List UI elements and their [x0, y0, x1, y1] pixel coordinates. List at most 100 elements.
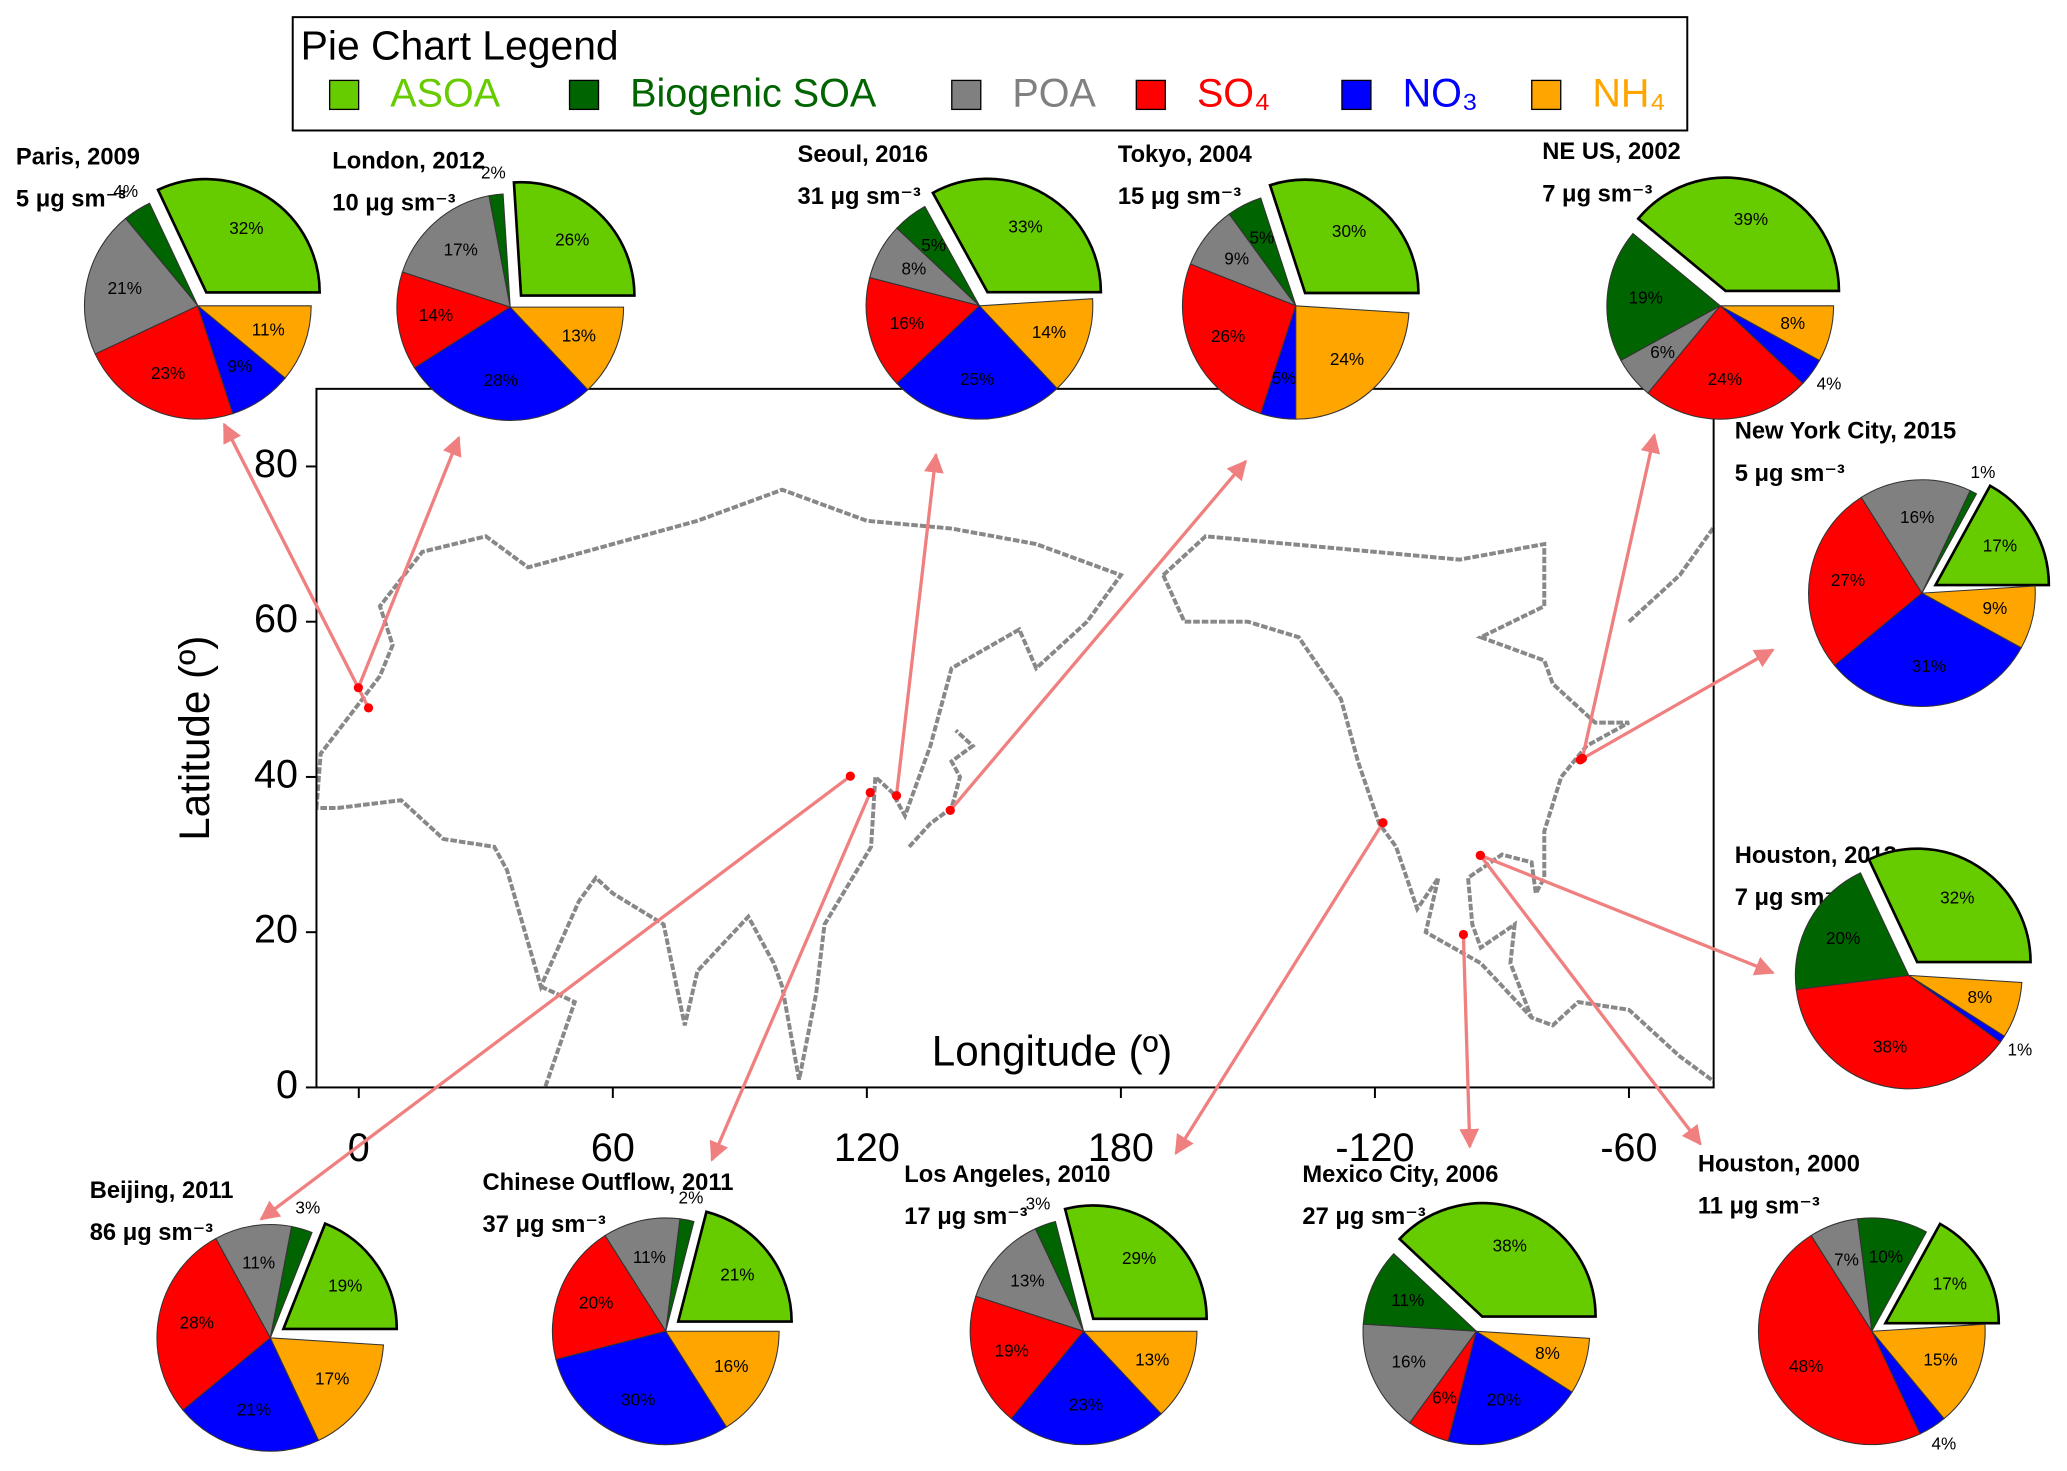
coastline: [316, 487, 1125, 1081]
pie-value-label: 24%: [1708, 369, 1742, 389]
map-outline: [316, 487, 1714, 1088]
pie-title: Houston, 2013: [1735, 843, 1897, 869]
pie-value-label: 8%: [1535, 1343, 1560, 1363]
pie-wedge: [1063, 1204, 1208, 1321]
pie-value-label: 28%: [484, 370, 518, 390]
pie-wedge: [1870, 1323, 1986, 1420]
pie-value-label: 32%: [229, 218, 263, 238]
pie-subtitle: 11 μg sm⁻³: [1698, 1194, 1820, 1220]
map-frame: [315, 387, 1715, 1089]
legend-box: [291, 16, 1689, 132]
pie-wedge: [1757, 1234, 1921, 1446]
legend-swatch: [1341, 79, 1372, 111]
pie-value-label: 30%: [621, 1389, 655, 1409]
pie-wedge: [1920, 585, 2036, 649]
pie-value-label: 5%: [921, 235, 946, 255]
x-tick-label: -60: [1600, 1126, 1657, 1170]
pie-title: Houston, 2000: [1698, 1151, 1860, 1177]
pie-subtitle: 5 μg sm⁻³: [16, 187, 126, 213]
pie-value-label: 21%: [720, 1264, 754, 1284]
site-point: [865, 787, 875, 798]
pie-value-label: 19%: [1629, 287, 1663, 307]
pie-value-label: 19%: [328, 1275, 362, 1295]
pie-wedge: [1794, 872, 1910, 991]
pie-value-label: 13%: [1135, 1350, 1169, 1370]
pie-wedge: [555, 1330, 728, 1446]
pie-wedge: [551, 1234, 667, 1361]
arrow: [949, 459, 1247, 812]
legend-swatch: [1531, 79, 1562, 111]
arrow: [894, 452, 944, 796]
site-point: [1458, 929, 1469, 940]
pie-value-label: 4%: [113, 181, 138, 201]
legend-label: NH₄: [1592, 72, 1665, 116]
pie-wedge: [664, 1330, 780, 1428]
x-tick-label: 120: [834, 1126, 900, 1170]
pie-value-label: 17%: [315, 1368, 349, 1388]
pie-value-label: 27%: [1831, 570, 1865, 590]
legend-label: NO₃: [1403, 72, 1478, 116]
pie-value-label: 30%: [1332, 221, 1366, 241]
pie-value-label: 23%: [1069, 1395, 1103, 1415]
pie-wedge: [865, 276, 981, 385]
pie-value-label: 17%: [1983, 536, 2017, 556]
x-tick-label: 0: [348, 1126, 370, 1170]
pie-wedge: [975, 1228, 1085, 1333]
pie-wedge: [281, 1221, 399, 1331]
pie-value-label: 20%: [579, 1292, 613, 1312]
pie-wedge: [1082, 1330, 1198, 1415]
y-tick-label: 60: [254, 597, 298, 641]
pie-value-label: 17%: [1933, 1274, 1967, 1294]
pie-wedge: [1447, 1330, 1573, 1446]
pie-value-label: 4%: [1931, 1433, 1956, 1453]
pie-wedge: [969, 1295, 1085, 1420]
site-point: [945, 805, 955, 815]
pie-value-label: 24%: [1330, 349, 1364, 369]
y-tick-label: 20: [254, 908, 298, 952]
pie-wedge: [1476, 1330, 1591, 1393]
coastline: [907, 728, 976, 849]
arrow: [1459, 934, 1480, 1149]
coastline: [1161, 534, 1714, 1084]
pie-value-label: 28%: [180, 1312, 214, 1332]
pie-wedge: [1362, 1252, 1478, 1332]
legend-title: Pie Chart Legend: [301, 23, 619, 69]
pie-value-label: 10%: [1869, 1246, 1903, 1266]
arrow: [1479, 854, 1702, 1146]
pie-value-label: 9%: [227, 356, 252, 376]
pie-value-label: 38%: [1493, 1236, 1527, 1256]
pie-subtitle: 31 μg sm⁻³: [798, 184, 921, 210]
legend-swatch: [1135, 79, 1166, 111]
pie-title: Beijing, 2011: [90, 1178, 234, 1204]
pie-value-label: 8%: [1780, 313, 1805, 333]
pie-value-label: 32%: [1940, 887, 1974, 907]
pie-value-label: 39%: [1734, 209, 1768, 229]
coastline: [1627, 523, 1714, 624]
x-tick-label: 180: [1088, 1126, 1154, 1170]
site-point: [363, 703, 374, 713]
pie-value-label: 2%: [679, 1188, 704, 1208]
pie-value-label: 7%: [1834, 1249, 1859, 1269]
pie-title: Mexico City, 2006: [1302, 1162, 1498, 1188]
site-point: [891, 790, 902, 801]
pie-wedge: [1795, 974, 2002, 1090]
pie-value-label: 26%: [555, 230, 589, 250]
pie-value-label: 21%: [237, 1399, 271, 1419]
pie-title: Chinese Outflow, 2011: [483, 1170, 734, 1196]
pie-value-label: 1%: [2008, 1039, 2033, 1059]
y-tick-label: 0: [276, 1063, 298, 1107]
pie-value-label: 20%: [1826, 928, 1860, 948]
pie-wedge: [1181, 263, 1297, 415]
pie-title: Tokyo, 2004: [1118, 142, 1253, 168]
pie-wedge: [196, 305, 312, 379]
pie-value-label: 5%: [1272, 368, 1297, 388]
legend-label: SO₄: [1197, 72, 1270, 116]
pie-wedge: [1867, 847, 2032, 964]
x-tick-label: -120: [1335, 1126, 1414, 1170]
pie-wedge: [1397, 1201, 1597, 1318]
pie-value-label: 6%: [1650, 342, 1675, 362]
pie-wedge: [1719, 305, 1835, 362]
pie-value-label: 16%: [714, 1356, 748, 1376]
pie-wedge: [508, 306, 625, 391]
